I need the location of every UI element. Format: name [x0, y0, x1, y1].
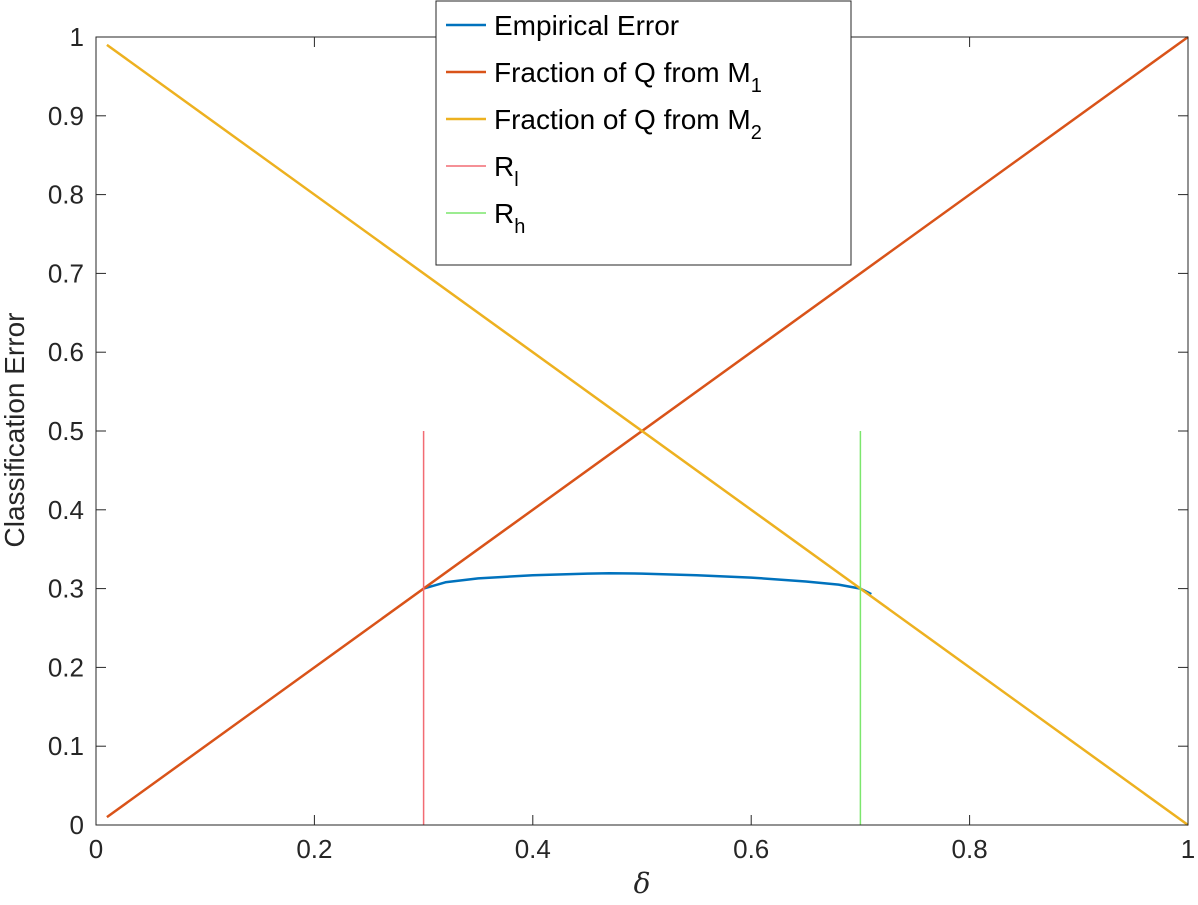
y-tick-label: 0.7: [48, 258, 84, 288]
x-tick-label: 1: [1181, 834, 1195, 864]
series-line-3: [106, 43, 1189, 827]
y-tick-label: 0.3: [48, 574, 84, 604]
y-tick-label: 0.4: [48, 495, 84, 525]
y-tick-label: 0: [70, 810, 84, 840]
legend-label-subscript: 2: [751, 122, 762, 144]
y-axis-label: Classification Error: [0, 313, 30, 548]
x-tick-label: 0.6: [733, 834, 769, 864]
series-line-2: [106, 35, 1189, 819]
x-tick-label: 0: [89, 834, 103, 864]
y-tick-label: 0.5: [48, 416, 84, 446]
y-tick-label: 1: [70, 22, 84, 52]
x-tick-label: 0.2: [296, 834, 332, 864]
y-tick-label: 0.6: [48, 337, 84, 367]
series-line-1: [423, 571, 872, 596]
legend-label-subscript: 1: [751, 75, 762, 97]
y-tick-label: 0.9: [48, 101, 84, 131]
plot-area: [106, 35, 1189, 827]
x-axis-label: δ: [634, 867, 651, 900]
legend-box: [435, 0, 852, 266]
legend-label-subscript: l: [514, 169, 518, 191]
y-tick-label: 0.1: [48, 731, 84, 761]
legend-label-1: Empirical Error: [494, 10, 679, 41]
x-tick-label: 0.8: [952, 834, 988, 864]
axes: 0 0.2 0.4 0.6 0.8 1 0 0.1 0.2 0.3 0.4 0.5 0.6 0.7 0.8 0…: [48, 22, 1195, 864]
y-tick-label: 0.2: [48, 652, 84, 682]
y-tick-label: 0.8: [48, 180, 84, 210]
legend-label-subscript: h: [514, 216, 525, 238]
x-tick-label: 0.4: [515, 834, 551, 864]
